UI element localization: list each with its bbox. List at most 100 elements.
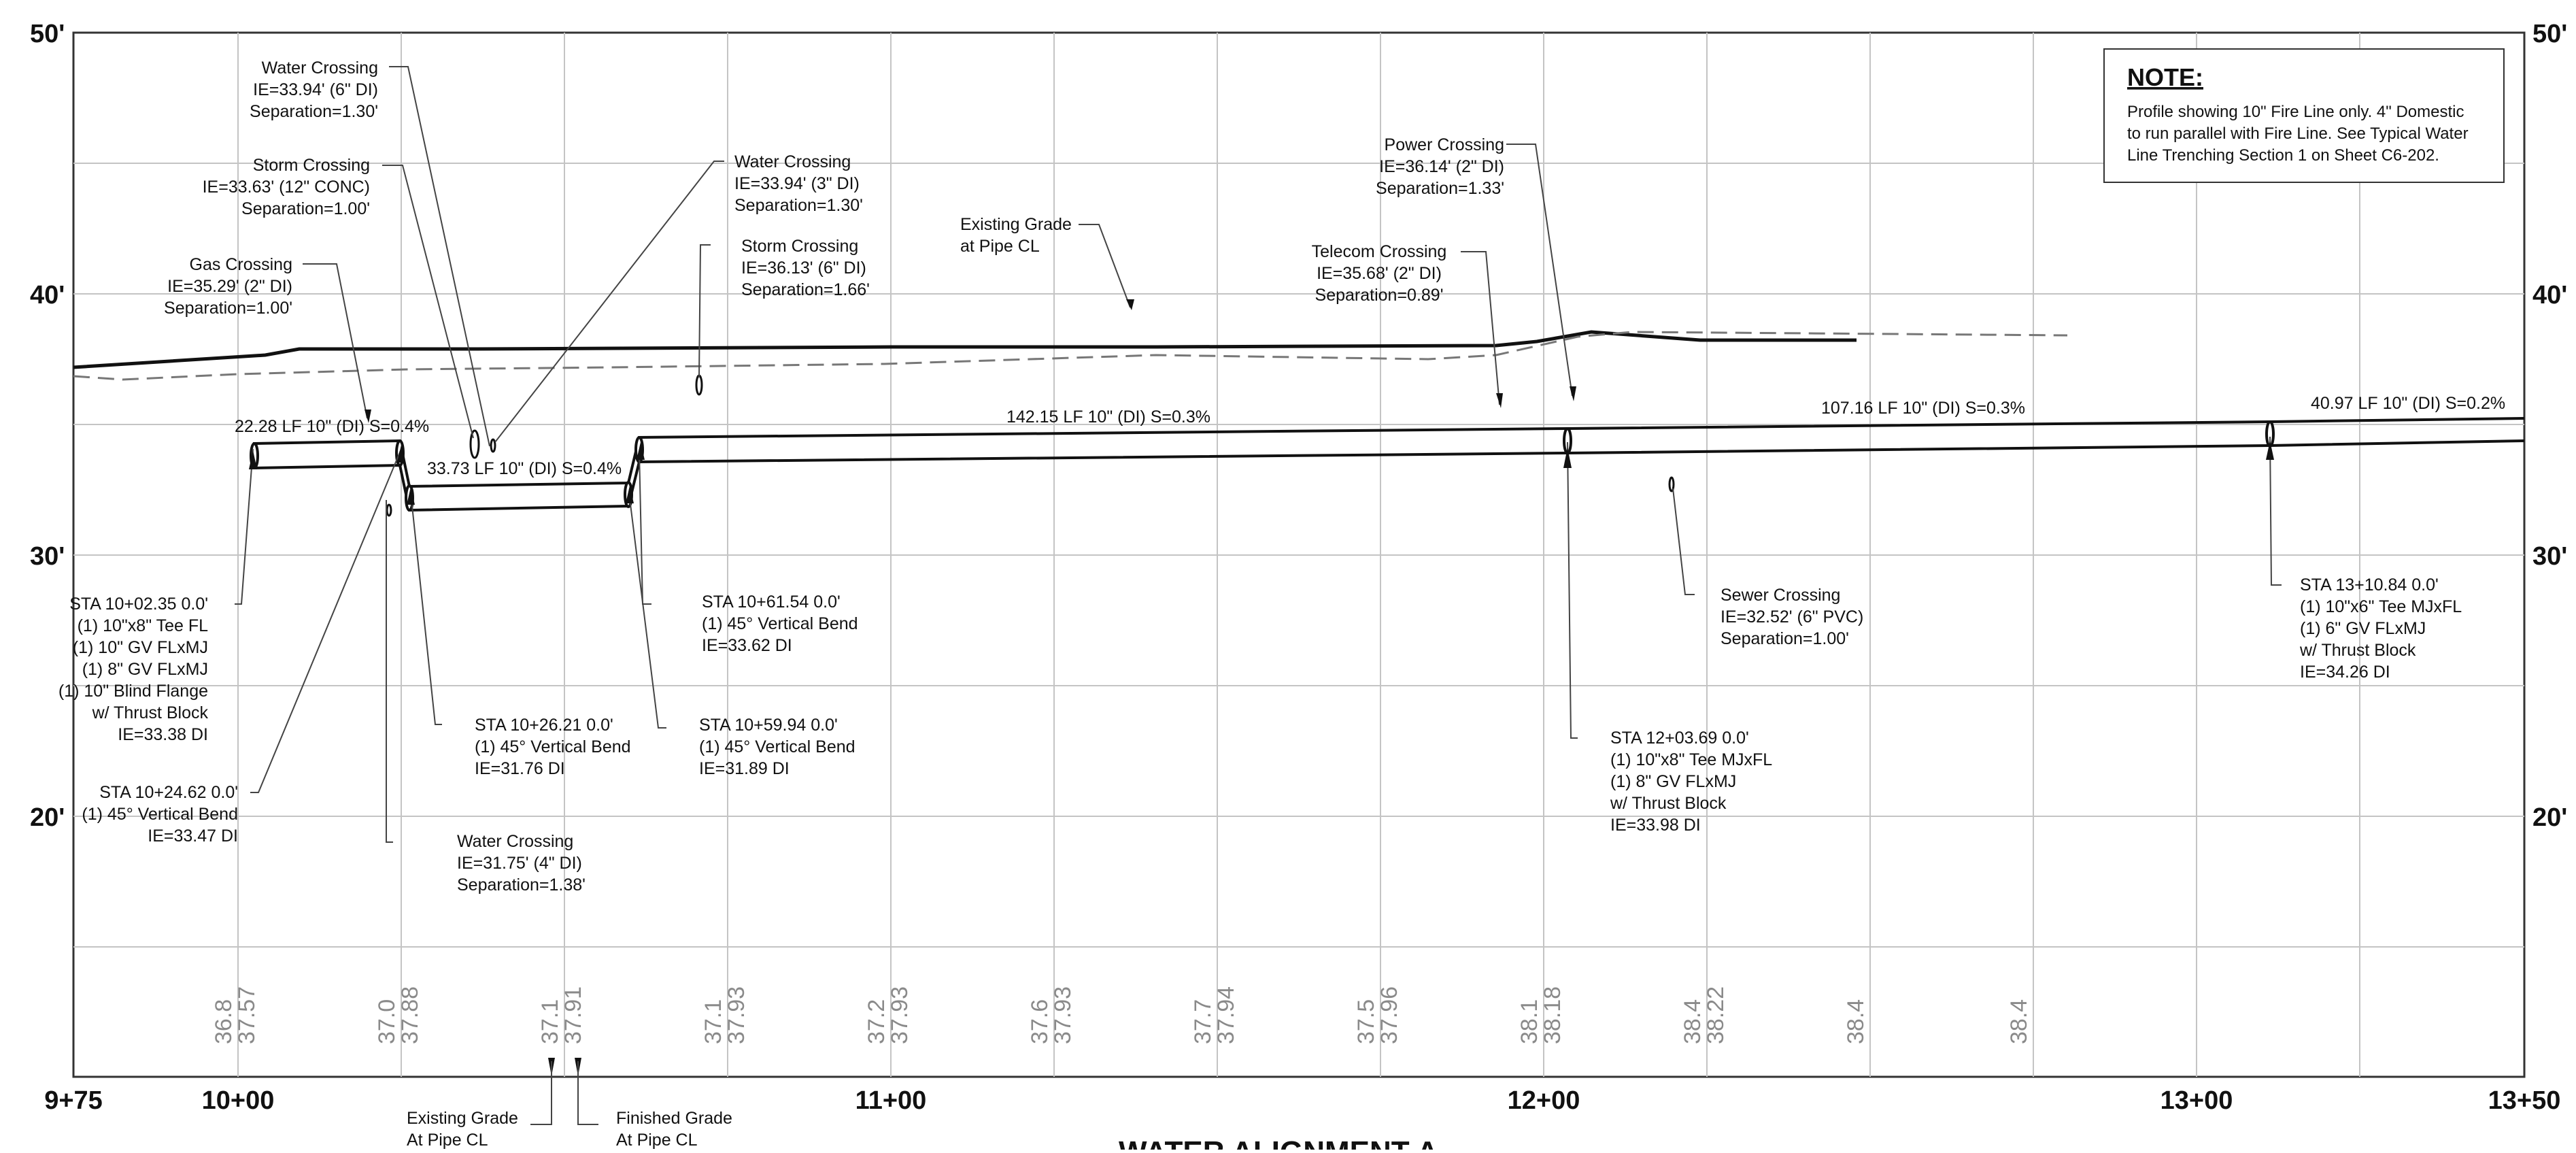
existing-grade-value: 37.7 <box>1190 999 1216 1044</box>
existing-grade-value: 38.4 <box>1843 999 1869 1044</box>
existing-grade-value: 38.4 <box>1680 999 1706 1044</box>
callout-line: (1) 8" GV FLxMJ <box>1610 772 1736 791</box>
callout-line: STA 10+02.35 0.0' <box>69 595 208 614</box>
callout-line: w/ Thrust Block <box>92 703 209 722</box>
callout-line: Separation=1.00' <box>1721 629 1849 648</box>
callout-line: Separation=1.00' <box>164 299 292 318</box>
callout-sta-10-59: STA 10+59.94 0.0' (1) 45° Vertical Bend … <box>699 716 855 778</box>
existing-grade-value: 38.4 <box>2006 999 2032 1044</box>
callout-water-crossing-2: Water Crossing IE=33.94' (3" DI) Separat… <box>734 152 863 215</box>
callout-line: IE=36.13' (6" DI) <box>741 258 866 278</box>
bottom-label-existing: Existing Grade At Pipe CL <box>407 1109 518 1150</box>
leader-arrows <box>249 299 2274 1076</box>
callout-sta-10-24: STA 10+24.62 0.0' (1) 45° Vertical Bend … <box>82 783 238 846</box>
finished-grade-line <box>73 330 1857 369</box>
callout-line: IE=33.94' (3" DI) <box>734 174 860 193</box>
pipe-segment-labels: 22.28 LF 10" (DI) S=0.4% 33.73 LF 10" (D… <box>235 394 2505 478</box>
callout-line: Separation=1.30' <box>734 196 863 215</box>
leader-lines <box>235 66 2282 843</box>
callout-line: Separation=1.66' <box>741 280 870 299</box>
callout-power-crossing: Power Crossing IE=36.14' (2" DI) Separat… <box>1376 135 1504 198</box>
callout-line: IE=33.38 DI <box>118 725 208 744</box>
station-label: 13+50 <box>2488 1086 2561 1115</box>
callout-line: Separation=0.89' <box>1315 286 1444 305</box>
callout-sewer-crossing: Sewer Crossing IE=32.52' (6" PVC) Separa… <box>1721 586 1863 648</box>
existing-grade-value: 37.1 <box>700 999 726 1044</box>
station-label: 11+00 <box>855 1086 927 1115</box>
callout-line: (1) 8" GV FLxMJ <box>82 660 208 679</box>
callout-line: (1) 45° Vertical Bend <box>699 737 855 756</box>
finished-grade-value: 37.94 <box>1213 986 1239 1044</box>
callout-storm-crossing-2: Storm Crossing IE=36.13' (6" DI) Separat… <box>741 237 870 299</box>
existing-grade-value: 37.5 <box>1353 999 1379 1044</box>
water-crossing-circle <box>386 503 392 517</box>
grid <box>73 33 2524 1077</box>
callout-line: (1) 45° Vertical Bend <box>702 614 858 633</box>
existing-grade-value: 37.2 <box>864 999 889 1044</box>
callout-line: STA 10+26.21 0.0' <box>475 716 613 735</box>
callout-line: Telecom Crossing <box>1312 242 1447 261</box>
elevation-axis-left: 50' 40' 30' 20' <box>30 20 65 832</box>
callout-line: Water Crossing <box>457 832 573 851</box>
callout-sta-12-03: STA 12+03.69 0.0' (1) 10"x8" Tee MJxFL (… <box>1610 729 1772 835</box>
callout-line: IE=36.14' (2" DI) <box>1379 157 1504 176</box>
elev-label: 40' <box>2532 281 2567 310</box>
callout-line: STA 10+61.54 0.0' <box>702 592 841 612</box>
callout-existing-grade: Existing Grade at Pipe CL <box>960 215 1072 256</box>
finished-grade-value: 37.93 <box>1050 986 1076 1044</box>
callout-line: Power Crossing <box>1385 135 1504 154</box>
callout-line: at Pipe CL <box>960 237 1040 256</box>
note-box: NOTE: Profile showing 10" Fire Line only… <box>2103 48 2505 183</box>
pipe-segment-label: 33.73 LF 10" (DI) S=0.4% <box>427 459 622 478</box>
callout-line: Existing Grade <box>407 1109 518 1128</box>
elev-label: 50' <box>2532 20 2567 48</box>
crossing-markers <box>386 374 1675 517</box>
station-label: 12+00 <box>1508 1086 1580 1115</box>
callout-line: At Pipe CL <box>616 1131 698 1150</box>
station-label: 9+75 <box>44 1086 103 1115</box>
elevation-axis-right: 50' 40' 30' 20' <box>2532 20 2567 832</box>
callout-line: Storm Crossing <box>253 156 370 175</box>
finished-grade-value: 38.22 <box>1703 986 1729 1044</box>
callout-line: Existing Grade <box>960 215 1072 234</box>
existing-grade-value: 37.6 <box>1027 999 1053 1044</box>
pipe-segment-label: 22.28 LF 10" (DI) S=0.4% <box>235 417 429 436</box>
callout-sta-13-10: STA 13+10.84 0.0' (1) 10"x6" Tee MJxFL (… <box>2299 575 2462 682</box>
existing-grade-value: 38.1 <box>1516 999 1542 1044</box>
callout-line: (1) 10"x8" Tee MJxFL <box>1610 750 1772 769</box>
station-label: 10+00 <box>202 1086 275 1115</box>
callout-line: Separation=1.00' <box>241 199 370 218</box>
pipe-segment-label: 142.15 LF 10" (DI) S=0.3% <box>1006 407 1210 427</box>
callout-line: At Pipe CL <box>407 1131 488 1150</box>
finished-grade-value: 37.88 <box>397 986 423 1044</box>
callout-line: IE=32.52' (6" PVC) <box>1721 607 1863 626</box>
elev-label: 30' <box>2532 542 2567 571</box>
callout-line: (1) 45° Vertical Bend <box>475 737 631 756</box>
callout-line: STA 12+03.69 0.0' <box>1610 729 1749 748</box>
callout-line: (1) 10" Blind Flange <box>58 682 208 701</box>
callout-line: IE=33.94' (6" DI) <box>253 80 378 99</box>
callout-line: STA 10+24.62 0.0' <box>99 783 238 802</box>
callout-line: Finished Grade <box>616 1109 732 1128</box>
finished-grade-value: 37.96 <box>1376 986 1402 1044</box>
callout-line: Water Crossing <box>734 152 851 171</box>
bottom-label-finished: Finished Grade At Pipe CL <box>616 1109 732 1150</box>
callout-line: Sewer Crossing <box>1721 586 1840 605</box>
sewer-crossing-circle <box>1668 476 1675 492</box>
callout-line: IE=31.75' (4" DI) <box>457 854 582 873</box>
callout-line: IE=34.26 DI <box>2300 663 2390 682</box>
elev-label: 50' <box>30 20 65 48</box>
finished-grade-value: 37.91 <box>560 986 586 1044</box>
callout-line: Storm Crossing <box>741 237 858 256</box>
drawing-title: WATER ALIGNMENT A <box>1119 1135 1438 1150</box>
callout-telecom-crossing: Telecom Crossing IE=35.68' (2" DI) Separ… <box>1312 242 1447 305</box>
callout-gas-crossing: Gas Crossing IE=35.29' (2" DI) Separatio… <box>164 255 292 318</box>
callout-line: IE=35.68' (2" DI) <box>1317 264 1442 283</box>
callout-line: IE=35.29' (2" DI) <box>167 277 292 296</box>
callout-line: IE=33.47 DI <box>148 826 238 846</box>
finished-grade-value: 37.93 <box>887 986 913 1044</box>
elev-label: 30' <box>30 542 65 571</box>
callout-water-crossing-3: Water Crossing IE=31.75' (4" DI) Separat… <box>457 832 586 895</box>
grade-columns: 36.837.57 37.037.88 37.137.91 37.137.93 37.2… <box>211 986 2032 1044</box>
